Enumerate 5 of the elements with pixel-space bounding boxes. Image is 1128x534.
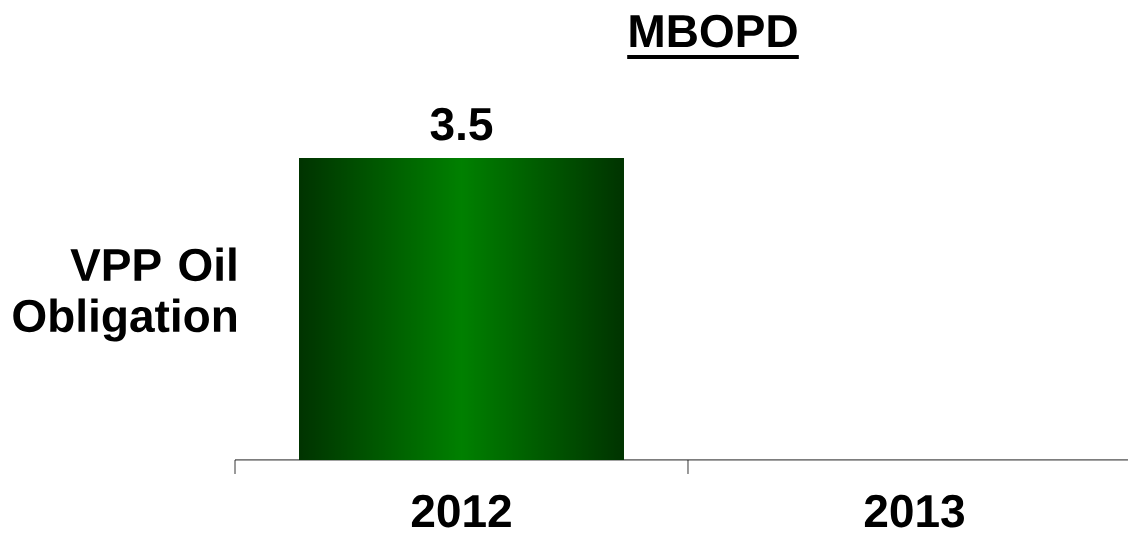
chart-title: MBOPD [630, 14, 797, 48]
y-axis-title: VPP Oil Obligation [13, 247, 237, 342]
x-tick-label: 2012 [411, 494, 511, 528]
x-tick-label: 2013 [864, 494, 964, 528]
data-label: 3.5 [430, 107, 493, 141]
